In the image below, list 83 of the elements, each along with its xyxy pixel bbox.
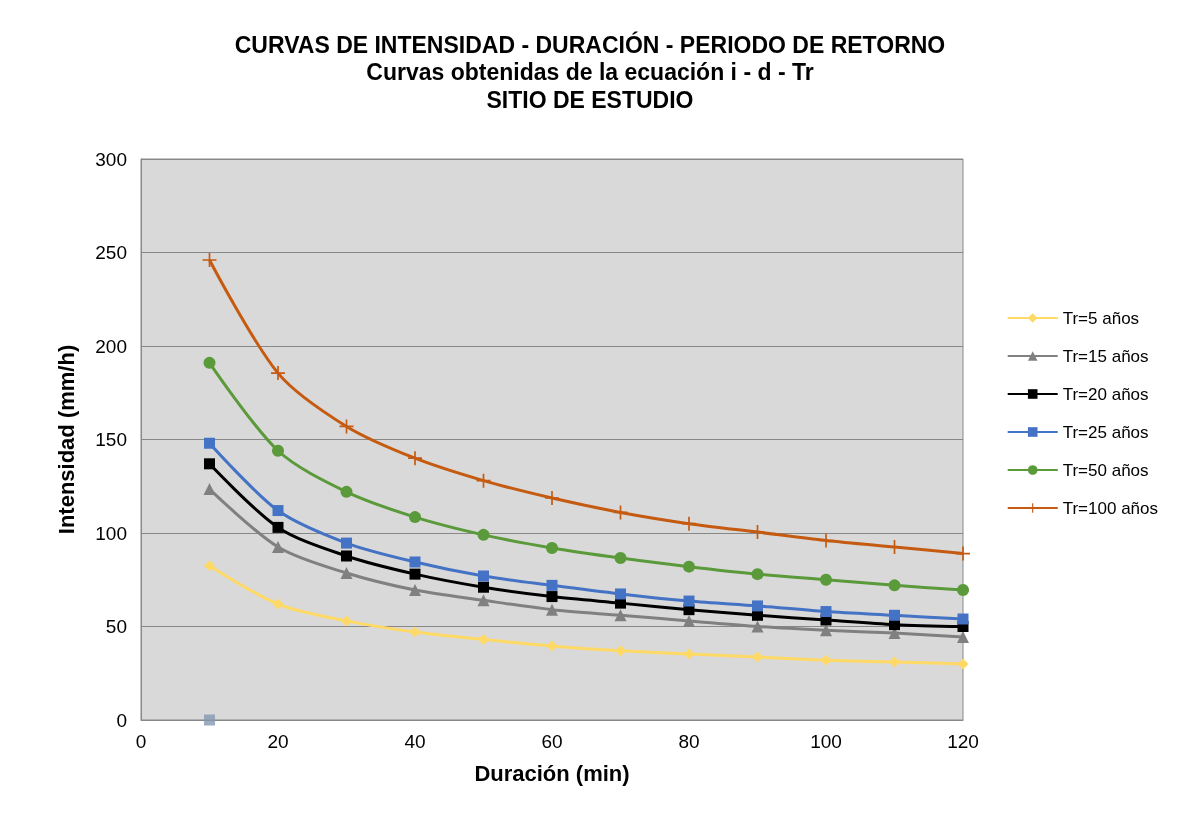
legend-label: Tr=20 años xyxy=(1062,384,1149,404)
point xyxy=(204,560,215,572)
point xyxy=(271,366,285,381)
point xyxy=(956,546,970,561)
point xyxy=(546,640,558,652)
y-tick-label: 0 xyxy=(116,709,127,731)
point xyxy=(683,560,695,573)
point xyxy=(272,541,284,554)
point xyxy=(478,634,489,646)
point xyxy=(340,485,353,498)
point xyxy=(341,537,352,549)
point xyxy=(546,591,558,603)
x-tick-label: 80 xyxy=(678,731,700,752)
y-tick-label: 200 xyxy=(95,335,127,357)
y-tick-label: 150 xyxy=(95,429,127,450)
y-tick-label: 250 xyxy=(95,242,127,263)
legend-label: Tr=50 años xyxy=(1062,460,1149,480)
point xyxy=(272,521,284,533)
y-tick-label: 50 xyxy=(105,616,127,637)
y-axis-title: Intensidad (mm/h) xyxy=(53,344,79,535)
point xyxy=(272,505,284,517)
point xyxy=(408,451,422,466)
point xyxy=(682,516,696,531)
point xyxy=(478,581,489,593)
legend-label: Tr=5 años xyxy=(1062,308,1140,328)
point xyxy=(546,579,558,591)
point xyxy=(751,568,764,581)
point xyxy=(409,584,421,597)
point xyxy=(614,552,627,565)
point xyxy=(889,656,900,668)
point xyxy=(957,584,969,597)
point xyxy=(683,614,695,627)
x-tick-label: 60 xyxy=(541,731,563,752)
point xyxy=(751,620,764,633)
chart-subtitle: Curvas obtenidas de la ecuación i - d - Tr SITIO DE ESTUDIO xyxy=(366,59,814,113)
point xyxy=(204,437,215,449)
x-tick-label: 0 xyxy=(135,731,147,752)
point xyxy=(409,626,421,638)
point xyxy=(340,567,353,580)
point xyxy=(272,444,284,457)
point xyxy=(341,615,352,627)
point xyxy=(203,356,216,369)
point xyxy=(615,645,626,657)
point xyxy=(683,595,695,607)
point xyxy=(957,658,969,670)
x-axis-title: Duración (min) xyxy=(474,760,630,786)
point xyxy=(820,573,832,586)
point xyxy=(477,528,490,541)
point xyxy=(615,588,626,600)
chart-title: CURVAS DE INTENSIDAD - DURACIÓN - PERIODO DE RETORNO xyxy=(234,30,946,58)
y-tick-label: 100 xyxy=(95,522,127,544)
point xyxy=(477,594,490,607)
x-tick-label: 20 xyxy=(267,731,289,752)
point xyxy=(409,568,421,580)
point xyxy=(202,252,217,267)
point xyxy=(752,651,763,663)
x-tick-label: 120 xyxy=(947,731,979,752)
point xyxy=(683,648,695,660)
point xyxy=(478,570,489,582)
point xyxy=(888,579,901,592)
point xyxy=(819,533,833,548)
point xyxy=(409,556,421,568)
point xyxy=(204,458,215,470)
point xyxy=(545,491,559,506)
legend-label: Tr=25 años xyxy=(1062,422,1149,442)
point xyxy=(272,598,284,610)
x-tick-label: 40 xyxy=(404,731,426,752)
y-tick-label: 300 xyxy=(95,148,127,170)
point xyxy=(614,609,627,622)
point xyxy=(204,714,215,726)
point xyxy=(820,624,832,637)
point xyxy=(546,603,558,616)
point xyxy=(409,511,421,524)
point xyxy=(820,606,832,618)
point xyxy=(750,525,765,540)
point xyxy=(341,550,352,562)
legend-label: Tr=100 años xyxy=(1062,498,1158,518)
point xyxy=(546,541,558,554)
legend-label: Tr=15 años xyxy=(1062,346,1149,366)
x-tick-label: 100 xyxy=(810,731,842,752)
point xyxy=(752,600,763,612)
point xyxy=(889,609,900,621)
point xyxy=(957,613,969,625)
